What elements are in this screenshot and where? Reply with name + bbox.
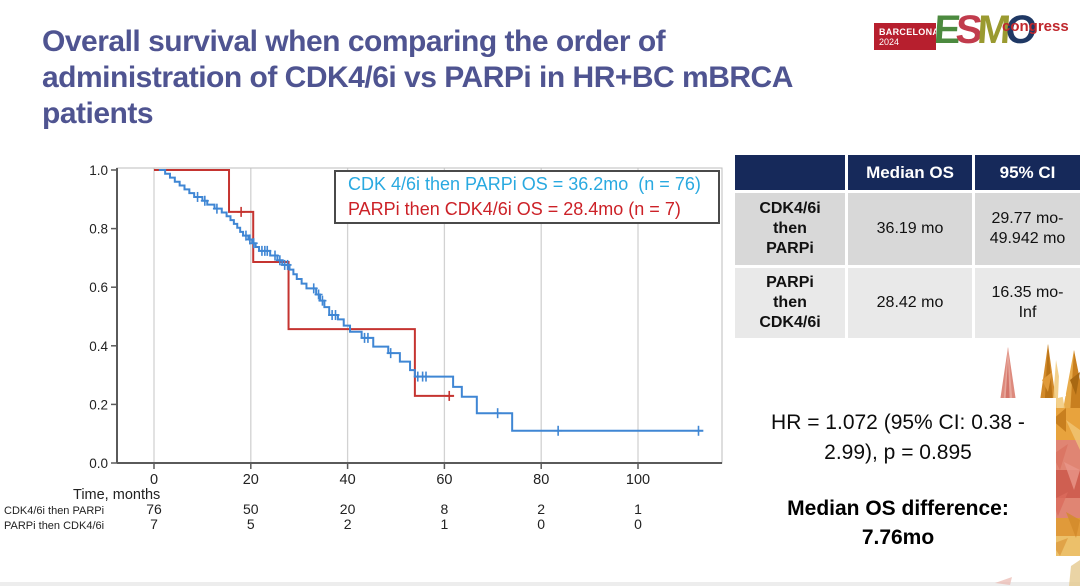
risk-count-1-1: 5 [247,516,255,532]
table-row1-median: 36.19 mo [848,193,972,265]
risk-count-1-3: 1 [441,516,449,532]
table-row2-ci: 16.35 mo- Inf [975,268,1080,338]
logo-venue-text: BARCELONA [879,26,940,37]
risk-count-1-5: 0 [634,516,642,532]
title-line-1: Overall survival when comparing the orde… [42,25,666,58]
legend-cdk-then-parpi: CDK 4/6i then PARPi OS = 36.2mo (n = 76) [348,174,701,194]
x-tick-label-20: 20 [243,472,259,488]
table-row1-label: CDK4/6i then PARPi [735,193,845,265]
logo-year-text: 2024 [879,36,900,47]
title-line-3: patients [42,97,154,130]
y-tick-label-0.4: 0.4 [89,339,108,354]
median-os-difference-text: Median OS difference: 7.76mo [787,497,1009,549]
table-header-empty [735,155,845,190]
risk-count-0-0: 76 [146,501,162,517]
y-tick-label-0.8: 0.8 [89,222,108,237]
slide-title: Overall survival when comparing the orde… [42,24,842,132]
art-fragment-tan [1069,560,1080,586]
risk-count-0-5: 1 [634,501,642,517]
x-tick-label-60: 60 [436,472,452,488]
esmo-congress-logo: BARCELONA 2024 ESMO congress [874,8,1074,66]
hazard-ratio-text: HR = 1.072 (95% CI: 0.38 - 2.99), p = 0.… [771,411,1025,464]
table-header-ci: 95% CI [975,155,1080,190]
risk-count-1-4: 0 [537,516,545,532]
logo-venue-box: BARCELONA 2024 [874,23,940,50]
slide-bottom-edge [0,582,1080,586]
median-os-table: Median OS 95% CI CDK4/6i then PARPi 36.1… [735,155,1080,338]
y-tick-label-0.6: 0.6 [89,280,108,295]
logo-congress-text: congress [1002,18,1069,35]
art-right-strip [1052,408,1080,556]
y-tick-label-0: 0.0 [89,456,108,471]
risk-row-label-1: PARPi then CDK4/6i [4,520,104,532]
art-fragment-pink [995,577,1012,585]
art-orange-spires [1038,344,1080,415]
legend-parpi-then-cdk: PARPi then CDK4/6i OS = 28.4mo (n = 7) [348,199,681,219]
risk-count-0-3: 8 [441,501,449,517]
x-tick-label-0: 0 [150,472,158,488]
table-header-median-os: Median OS [848,155,972,190]
title-line-2: administration of CDK4/6i vs PARPi in HR… [42,61,793,94]
table-row2-label: PARPi then CDK4/6i [735,268,845,338]
risk-count-0-4: 2 [537,501,545,517]
x-tick-label-100: 100 [626,472,650,488]
stats-box: HR = 1.072 (95% CI: 0.38 - 2.99), p = 0.… [740,398,1056,576]
risk-row-label-0: CDK4/6i then PARPi [4,505,104,517]
y-tick-label-0.2: 0.2 [89,397,108,412]
risk-count-1-2: 2 [344,516,352,532]
table-row1-ci: 29.77 mo- 49.942 mo [975,193,1080,265]
survival-curve-parpi-then-cdk [154,169,455,397]
y-tick-label-1: 1.0 [89,163,108,178]
x-tick-label-40: 40 [340,472,356,488]
table-row2-median: 28.42 mo [848,268,972,338]
x-tick-label-80: 80 [533,472,549,488]
x-axis-title: Time, months [73,487,160,503]
risk-count-0-2: 20 [340,501,356,517]
risk-count-0-1: 50 [243,501,259,517]
chart-legend: CDK 4/6i then PARPi OS = 36.2mo (n = 76)… [334,170,720,224]
risk-count-1-0: 7 [150,516,158,532]
